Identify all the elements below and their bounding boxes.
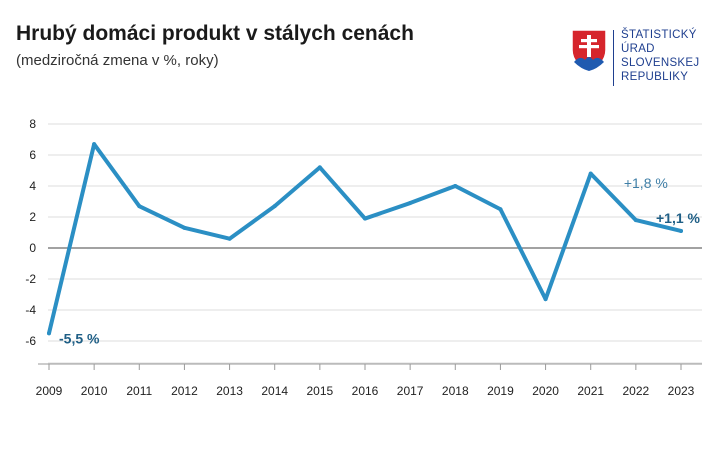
data-point [498, 207, 503, 212]
label-layer: -5,5 % +1,8 % +1,1 % [59, 175, 701, 346]
data-point [47, 331, 51, 336]
x-tick-label: 2018 [442, 384, 469, 398]
logo-line: REPUBLIKY [621, 71, 689, 83]
x-tick-label: 2023 [668, 384, 695, 398]
x-tick-label: 2019 [487, 384, 514, 398]
logo-divider [613, 30, 614, 86]
y-tick-label: -2 [25, 272, 36, 286]
x-tick-label: 2021 [577, 384, 604, 398]
y-tick-label: 0 [29, 241, 36, 255]
x-tick-label: 2010 [81, 384, 108, 398]
data-point [588, 171, 593, 176]
data-point [92, 142, 97, 147]
slovak-coat-of-arms-icon [571, 29, 607, 72]
y-tick-label: -6 [25, 334, 36, 348]
x-tick-label: 2014 [261, 384, 288, 398]
data-point [543, 297, 548, 302]
x-tick-label: 2020 [532, 384, 559, 398]
data-label: +1,8 % [624, 175, 668, 191]
logo-line: SLOVENSKEJ [621, 57, 700, 69]
data-point [679, 228, 683, 233]
data-point [227, 236, 232, 241]
axis-layer: 8 6 4 2 0 -2 -4 -6 2009 2010 2011 2012 2013 2014 2015 2… [25, 117, 702, 398]
data-point [633, 218, 638, 223]
data-point [453, 184, 458, 188]
x-tick-label: 2017 [397, 384, 424, 398]
x-tick-label: 2012 [171, 384, 198, 398]
data-point [363, 216, 367, 221]
y-tick-label: 8 [29, 117, 36, 131]
y-tick-label: -4 [25, 303, 36, 317]
data-point [272, 204, 277, 209]
data-point [317, 165, 322, 170]
data-point [137, 204, 142, 209]
logo-text: ŠTATISTICKÝ ÚRAD SLOVENSKEJ REPUBLIKY [621, 28, 711, 84]
x-tick-label: 2015 [307, 384, 334, 398]
data-point [408, 201, 413, 206]
series-layer [47, 142, 683, 336]
x-tick-label: 2011 [126, 384, 152, 398]
x-tick-label: 2022 [623, 384, 650, 398]
chart-subtitle: (medziročná zmena v %, roky) [16, 52, 219, 69]
y-tick-label: 2 [29, 210, 36, 224]
x-tick-label: 2009 [36, 384, 63, 398]
logo-line: ÚRAD [621, 43, 655, 55]
grid-layer [48, 123, 702, 364]
data-label: -5,5 % [59, 330, 100, 346]
statistical-office-logo: ŠTATISTICKÝ ÚRAD SLOVENSKEJ REPUBLIKY [570, 28, 710, 90]
chart-title: Hrubý domáci produkt v stálych cenách [16, 22, 414, 45]
y-tick-label: 6 [29, 148, 36, 162]
data-label: +1,1 % [656, 210, 701, 226]
logo-line: ŠTATISTICKÝ [621, 29, 697, 41]
gdp-series-line [47, 142, 683, 336]
data-point [182, 225, 187, 230]
x-tick-label: 2013 [216, 384, 243, 398]
y-tick-label: 4 [29, 179, 36, 193]
x-tick-label: 2016 [352, 384, 379, 398]
